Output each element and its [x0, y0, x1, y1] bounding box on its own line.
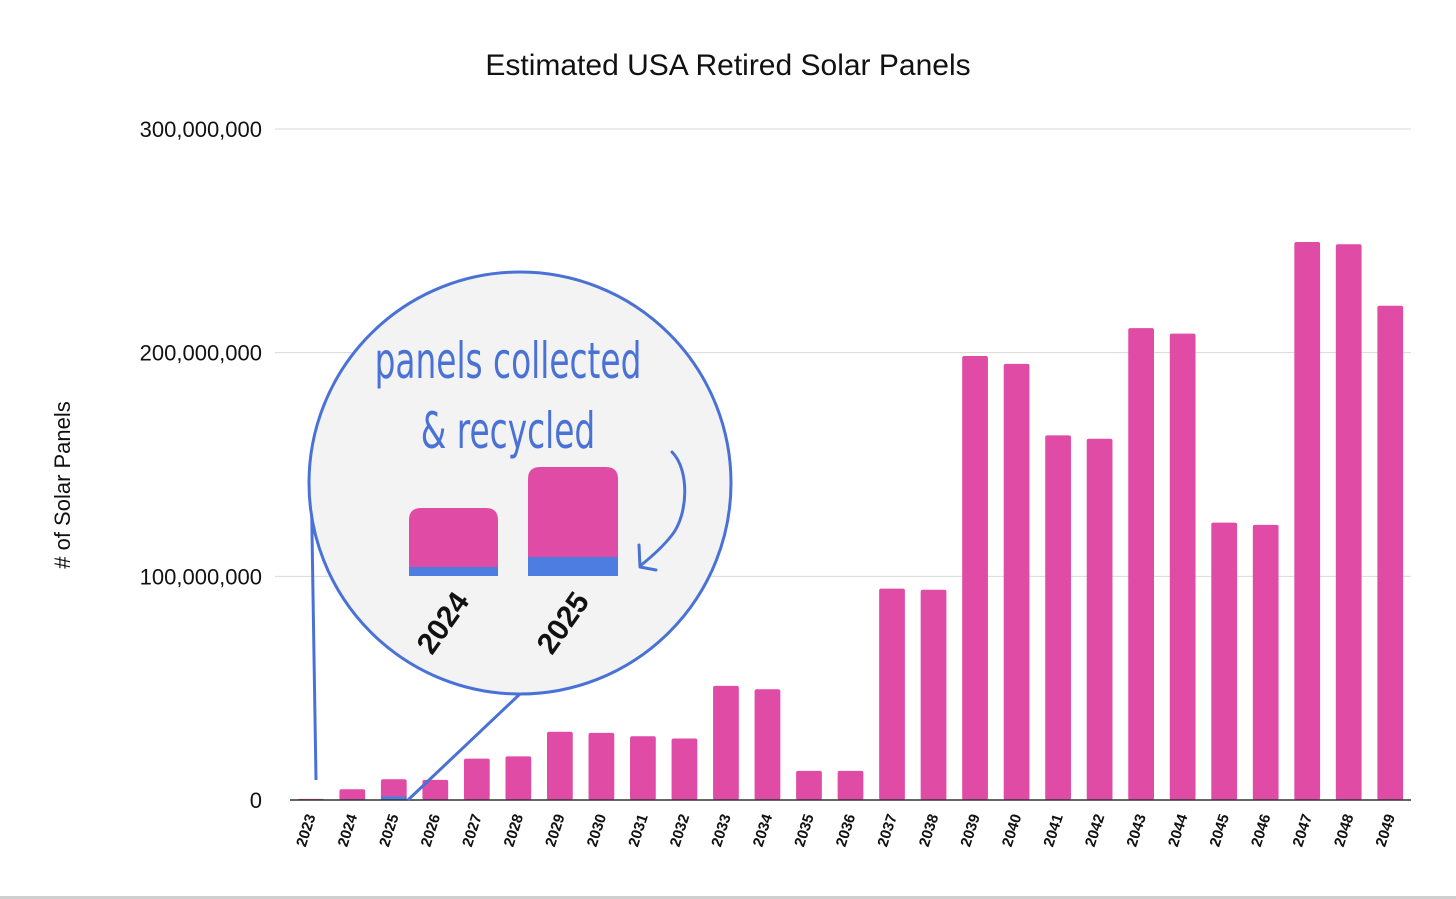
x-tick-label: 2024	[335, 811, 362, 849]
callout-pointer-right	[406, 690, 524, 802]
x-tick-label: 2037	[874, 812, 900, 849]
x-tick-label: 2038	[916, 812, 942, 849]
x-tick-label: 2044	[1165, 811, 1192, 849]
bar-retired-2048	[1335, 244, 1362, 800]
x-tick-label: 2030	[584, 812, 610, 849]
bar-retired-2029	[546, 731, 573, 800]
bar-retired-2041	[1045, 435, 1071, 800]
y-tick-label: 200,000,000	[140, 341, 262, 366]
bars	[297, 241, 1404, 800]
x-tick-label: 2046	[1248, 812, 1274, 849]
y-axis-ticks: 0 100,000,000 200,000,000 300,000,000	[140, 117, 262, 813]
x-axis-ticks: 2023 2024 2025 2026 2027 2028 2029 2030 2031 2032…	[293, 811, 1399, 849]
bar-retired-2043	[1128, 328, 1155, 800]
callout-arrow	[638, 450, 687, 568]
bar-retired-2047	[1294, 241, 1321, 800]
bar-recycled-2025	[380, 796, 407, 800]
bar-retired-2045	[1211, 522, 1238, 800]
callout-text-line1: panels collected	[375, 332, 642, 390]
callout-bar-2025	[528, 467, 618, 576]
x-tick-label: 2043	[1123, 812, 1149, 849]
x-tick-label: 2049	[1373, 812, 1399, 849]
y-tick-label: 0	[250, 788, 262, 813]
x-tick-label: 2033	[708, 812, 734, 849]
bar-retired-2036	[837, 770, 864, 800]
x-tick-label: 2047	[1290, 812, 1316, 849]
x-tick-label: 2025	[376, 812, 402, 849]
y-tick-label: 100,000,000	[140, 564, 262, 589]
x-tick-label: 2036	[833, 812, 859, 849]
x-tick-label: 2032	[667, 812, 693, 849]
x-tick-label: 2027	[459, 812, 485, 849]
x-tick-label: 2029	[542, 812, 568, 849]
x-tick-label: 2039	[957, 812, 983, 849]
zoom-callout: panels collected & recycled 2024 2025	[307, 270, 733, 802]
chart-title: Estimated USA Retired Solar Panels	[485, 49, 970, 82]
bar-retired-2027	[463, 758, 490, 800]
x-tick-label: 2023	[293, 812, 319, 849]
bar-retired-2030	[588, 732, 615, 800]
bar-retired-2046	[1252, 524, 1279, 800]
bar-retired-2031	[630, 736, 656, 800]
x-tick-label: 2045	[1206, 812, 1232, 849]
bar-retired-2034	[754, 689, 781, 800]
bar-retired-2037	[879, 588, 905, 800]
x-tick-label: 2031	[625, 812, 651, 849]
callout-bubble	[307, 270, 733, 696]
x-tick-label: 2042	[1082, 812, 1108, 849]
x-tick-label: 2034	[750, 811, 777, 849]
bar-retired-2028	[505, 756, 532, 800]
callout-bar-2024	[409, 508, 498, 576]
x-tick-label: 2048	[1331, 812, 1357, 849]
x-tick-label: 2041	[1040, 812, 1066, 849]
x-tick-label: 2040	[999, 812, 1025, 849]
bar-retired-2032	[671, 738, 698, 800]
bar-retired-2044	[1169, 333, 1196, 800]
x-tick-label: 2028	[501, 812, 527, 849]
callout-recycled-2024	[409, 567, 498, 576]
bar-retired-2042	[1086, 438, 1113, 800]
callout-arrowhead	[637, 543, 658, 572]
bar-retired-2035	[796, 770, 822, 800]
bar-retired-2049	[1377, 305, 1404, 800]
bar-retired-2024	[339, 789, 366, 800]
bar-retired-2039	[962, 356, 988, 800]
callout-text-line2: & recycled	[421, 402, 595, 460]
frame-bottom-border	[0, 896, 1456, 899]
bar-retired-2038	[920, 589, 947, 800]
x-tick-label: 2035	[791, 812, 817, 849]
y-axis-label: # of Solar Panels	[50, 401, 75, 569]
y-tick-label: 300,000,000	[140, 117, 262, 142]
bar-retired-2025	[380, 779, 407, 800]
bar-retired-2040	[1003, 363, 1030, 800]
bar-retired-2033	[713, 685, 739, 800]
bar-retired-2026	[422, 779, 449, 800]
callout-recycled-2025	[528, 557, 618, 576]
x-tick-label: 2026	[418, 812, 444, 849]
